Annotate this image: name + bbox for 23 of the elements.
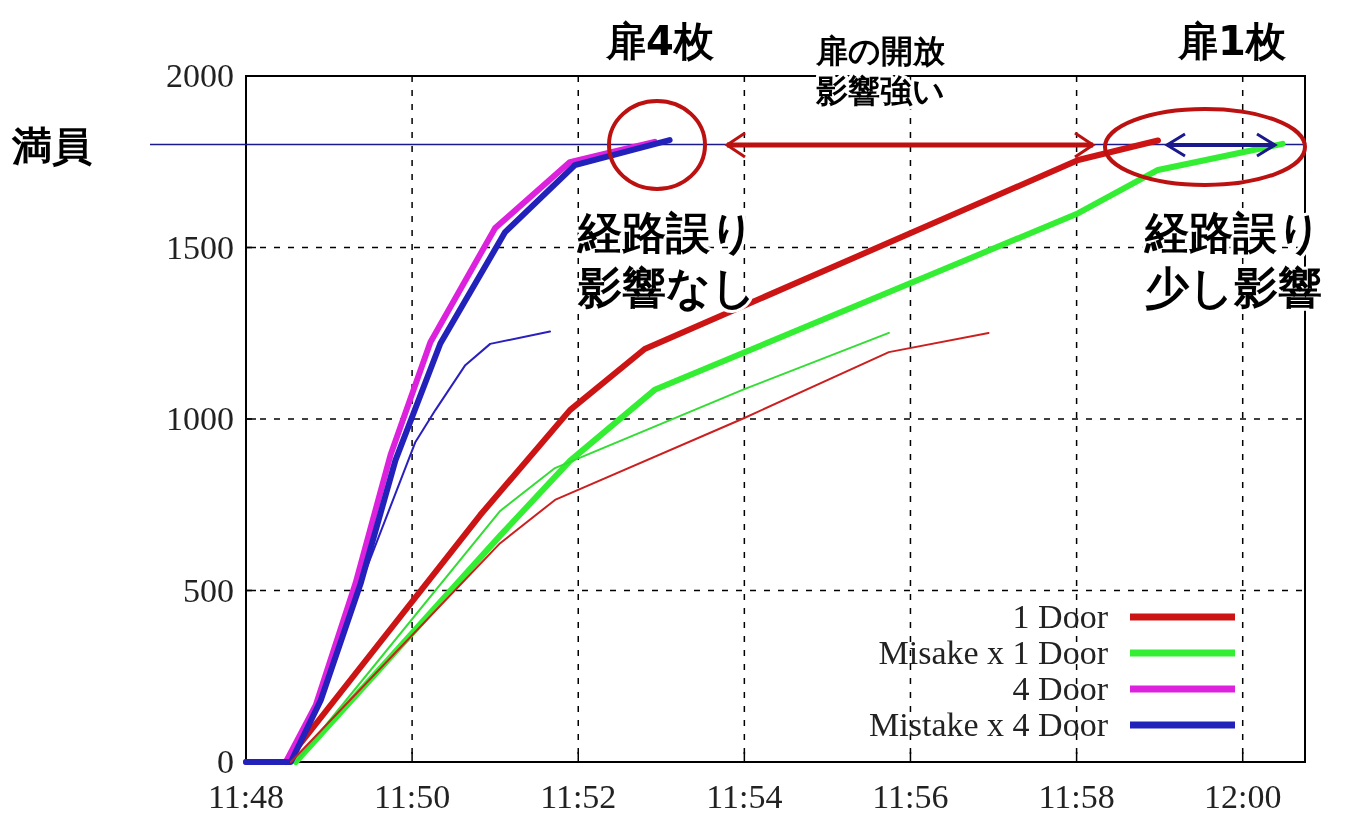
annotation: 影響なし (577, 262, 756, 313)
annotation: 経路誤り (576, 207, 755, 258)
y-tick-label: 0 (217, 743, 234, 780)
x-tick-label: 12:00 (1203, 778, 1282, 815)
legend-label: Mistake x 4 Door (869, 706, 1109, 743)
x-tick-label: 11:48 (207, 778, 285, 815)
x-tick-label: 11:52 (540, 778, 617, 815)
x-tick-label: 11:58 (1038, 778, 1115, 815)
legend-label: 4 Door (1012, 670, 1109, 707)
ref-line-label: 満員 (11, 122, 92, 169)
y-tick-label: 500 (183, 571, 234, 609)
annotation: 影響強い (814, 72, 945, 110)
y-tick-label: 2000 (166, 57, 234, 94)
y-tick-label: 1000 (166, 400, 234, 437)
legend-label: 1 Door (1012, 598, 1109, 635)
legend-label: Misake x 1 Door (878, 634, 1109, 671)
x-tick-label: 11:54 (706, 778, 783, 815)
text: 扉の開放 (814, 32, 946, 70)
text: 扉4枚 (605, 18, 715, 64)
y-tick-label: 1500 (166, 228, 234, 266)
x-tick-label: 11:50 (374, 778, 451, 815)
text: 扉1枚 (1177, 18, 1287, 64)
x-tick-label: 11:56 (872, 778, 949, 815)
